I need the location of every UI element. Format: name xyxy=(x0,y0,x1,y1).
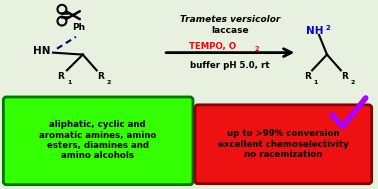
Text: 1: 1 xyxy=(313,80,318,85)
Text: R: R xyxy=(341,72,348,81)
Text: 2: 2 xyxy=(107,80,111,85)
Text: 2: 2 xyxy=(254,46,259,52)
Text: R: R xyxy=(304,72,311,81)
Text: R: R xyxy=(57,72,64,81)
Text: 1: 1 xyxy=(67,80,71,85)
Text: Trametes versicolor: Trametes versicolor xyxy=(180,15,280,24)
Text: laccase: laccase xyxy=(211,26,248,36)
Text: 2: 2 xyxy=(351,80,355,85)
FancyBboxPatch shape xyxy=(3,97,193,185)
Text: Ph: Ph xyxy=(72,22,85,32)
FancyBboxPatch shape xyxy=(195,105,372,184)
Text: aliphatic, cyclic and
aromatic amines, amino
esters, diamines and
amino alcohols: aliphatic, cyclic and aromatic amines, a… xyxy=(39,120,156,160)
Text: HN: HN xyxy=(33,46,51,56)
Text: buffer pH 5.0, rt: buffer pH 5.0, rt xyxy=(190,61,270,70)
Text: up to >99% conversion
excellent chemoselectivity
no racemization: up to >99% conversion excellent chemosel… xyxy=(218,129,349,159)
Text: R: R xyxy=(97,72,104,81)
Text: 2: 2 xyxy=(326,25,331,31)
Text: NH: NH xyxy=(306,26,324,36)
Text: TEMPO, O: TEMPO, O xyxy=(189,42,236,51)
